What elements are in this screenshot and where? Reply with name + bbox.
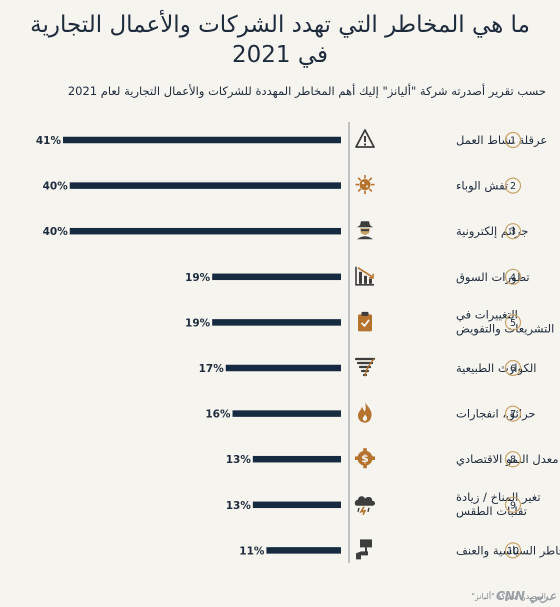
category-label: التغييرات في التشريعات والتفويض [456,307,554,336]
bar [69,227,341,235]
category-label: تغير المناخ / زيادة تقلبات الطقس [456,490,541,519]
rank-number: 4 [510,272,516,283]
rank-circle [504,359,522,377]
rank-number: 2 [510,181,516,192]
storm-cloud-icon [354,495,376,516]
bar [266,547,341,554]
bar [212,273,341,281]
category-label: المخاطر السياسية والعنف [456,543,560,558]
category-label: الكوارث الطبيعية [456,361,536,376]
rank-number: 9 [510,500,516,511]
rank-number: 7 [510,409,516,420]
rank-circle [504,405,522,422]
value-label: 13% [226,454,252,466]
rank-number: 10 [507,546,519,557]
rank-number: 5 [510,318,516,329]
bar [232,410,341,417]
chart-title: ما هي المخاطر التي تهدد الشركات والأعمال… [30,12,530,68]
value-label: 13% [226,500,252,512]
fire-icon [358,402,372,423]
value-label: 41% [36,135,62,147]
rank-circle [504,542,522,559]
rank-number: 6 [510,364,516,375]
rank-circle [504,268,522,285]
category-label: معدل النمو الاقتصادي [456,452,559,467]
market-chart-icon [355,265,375,286]
clipboard-check-icon [357,310,373,333]
value-label: 16% [205,409,231,421]
value-label: 11% [239,545,265,557]
value-label: 19% [185,317,211,329]
rank-circle [504,314,522,331]
bar [252,455,341,463]
virus-icon [354,174,376,195]
bar [252,501,341,509]
category-label: حرائق، انفجارات [456,407,536,422]
rank-circle [504,223,522,240]
warning-icon [355,129,375,148]
dollar-gear-icon [355,448,375,469]
rank-circle [504,496,522,513]
rank-number: 3 [510,227,516,238]
cnn-logo: CNN عربي [496,589,557,603]
hacker-icon [357,221,373,240]
rank-number: 8 [510,455,516,466]
value-label: 40% [43,226,69,238]
bar [225,364,341,372]
category-label: جرائم إلكترونية [456,224,528,239]
category-label: عرقلة نشاط العمل [456,133,547,148]
bar [63,136,341,144]
bar [69,182,341,189]
value-label: 19% [185,272,211,284]
category-label: تطورات السوق [456,270,530,285]
rank-number: 1 [510,136,516,147]
rank-circle [504,131,522,149]
source-note: المصدر: شركة "أليانز" [471,592,546,601]
rank-circle [504,451,522,468]
category-label: تفش الوباء [456,179,508,194]
value-label: 40% [43,181,69,193]
value-label: 17% [199,363,225,375]
bar [212,319,341,326]
chart-subtitle: حسب تقرير أصدرته شركة "أليانز" إليك أهم … [67,84,546,98]
tornado-icon [354,357,376,378]
rank-circle [504,177,522,194]
protest-sign-icon [356,539,372,560]
